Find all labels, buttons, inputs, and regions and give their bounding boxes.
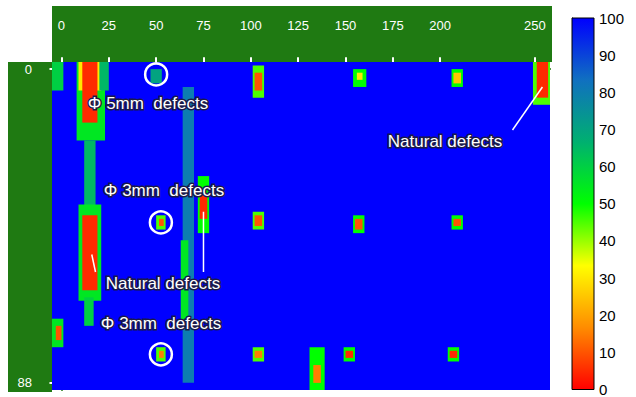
svg-text:75: 75 [196,18,210,33]
svg-text:100: 100 [599,10,624,27]
svg-text:0: 0 [58,18,65,33]
svg-text:Φ 3mm defects: Φ 3mm defects [101,314,221,333]
svg-text:100: 100 [240,18,262,33]
svg-text:80: 80 [599,84,616,101]
svg-text:200: 200 [429,18,451,33]
svg-text:88: 88 [18,375,32,390]
svg-text:Natural defects: Natural defects [106,274,220,293]
svg-text:70: 70 [599,121,616,138]
svg-text:125: 125 [287,18,309,33]
svg-text:50: 50 [599,195,616,212]
svg-text:25: 25 [102,18,116,33]
svg-text:150: 150 [335,18,357,33]
svg-text:10: 10 [599,344,616,361]
svg-text:40: 40 [599,232,616,249]
svg-text:250: 250 [524,18,546,33]
svg-text:20: 20 [599,307,616,324]
svg-text:30: 30 [599,270,616,287]
svg-text:0: 0 [25,62,32,77]
svg-text:60: 60 [599,158,616,175]
svg-text:Φ 3mm defects: Φ 3mm defects [104,181,224,200]
svg-text:90: 90 [599,47,616,64]
svg-text:0: 0 [599,381,607,397]
svg-text:50: 50 [149,18,163,33]
svg-text:Natural defects: Natural defects [388,132,502,151]
svg-text:175: 175 [382,18,404,33]
svg-text:Φ 5mm defects: Φ 5mm defects [88,94,208,113]
